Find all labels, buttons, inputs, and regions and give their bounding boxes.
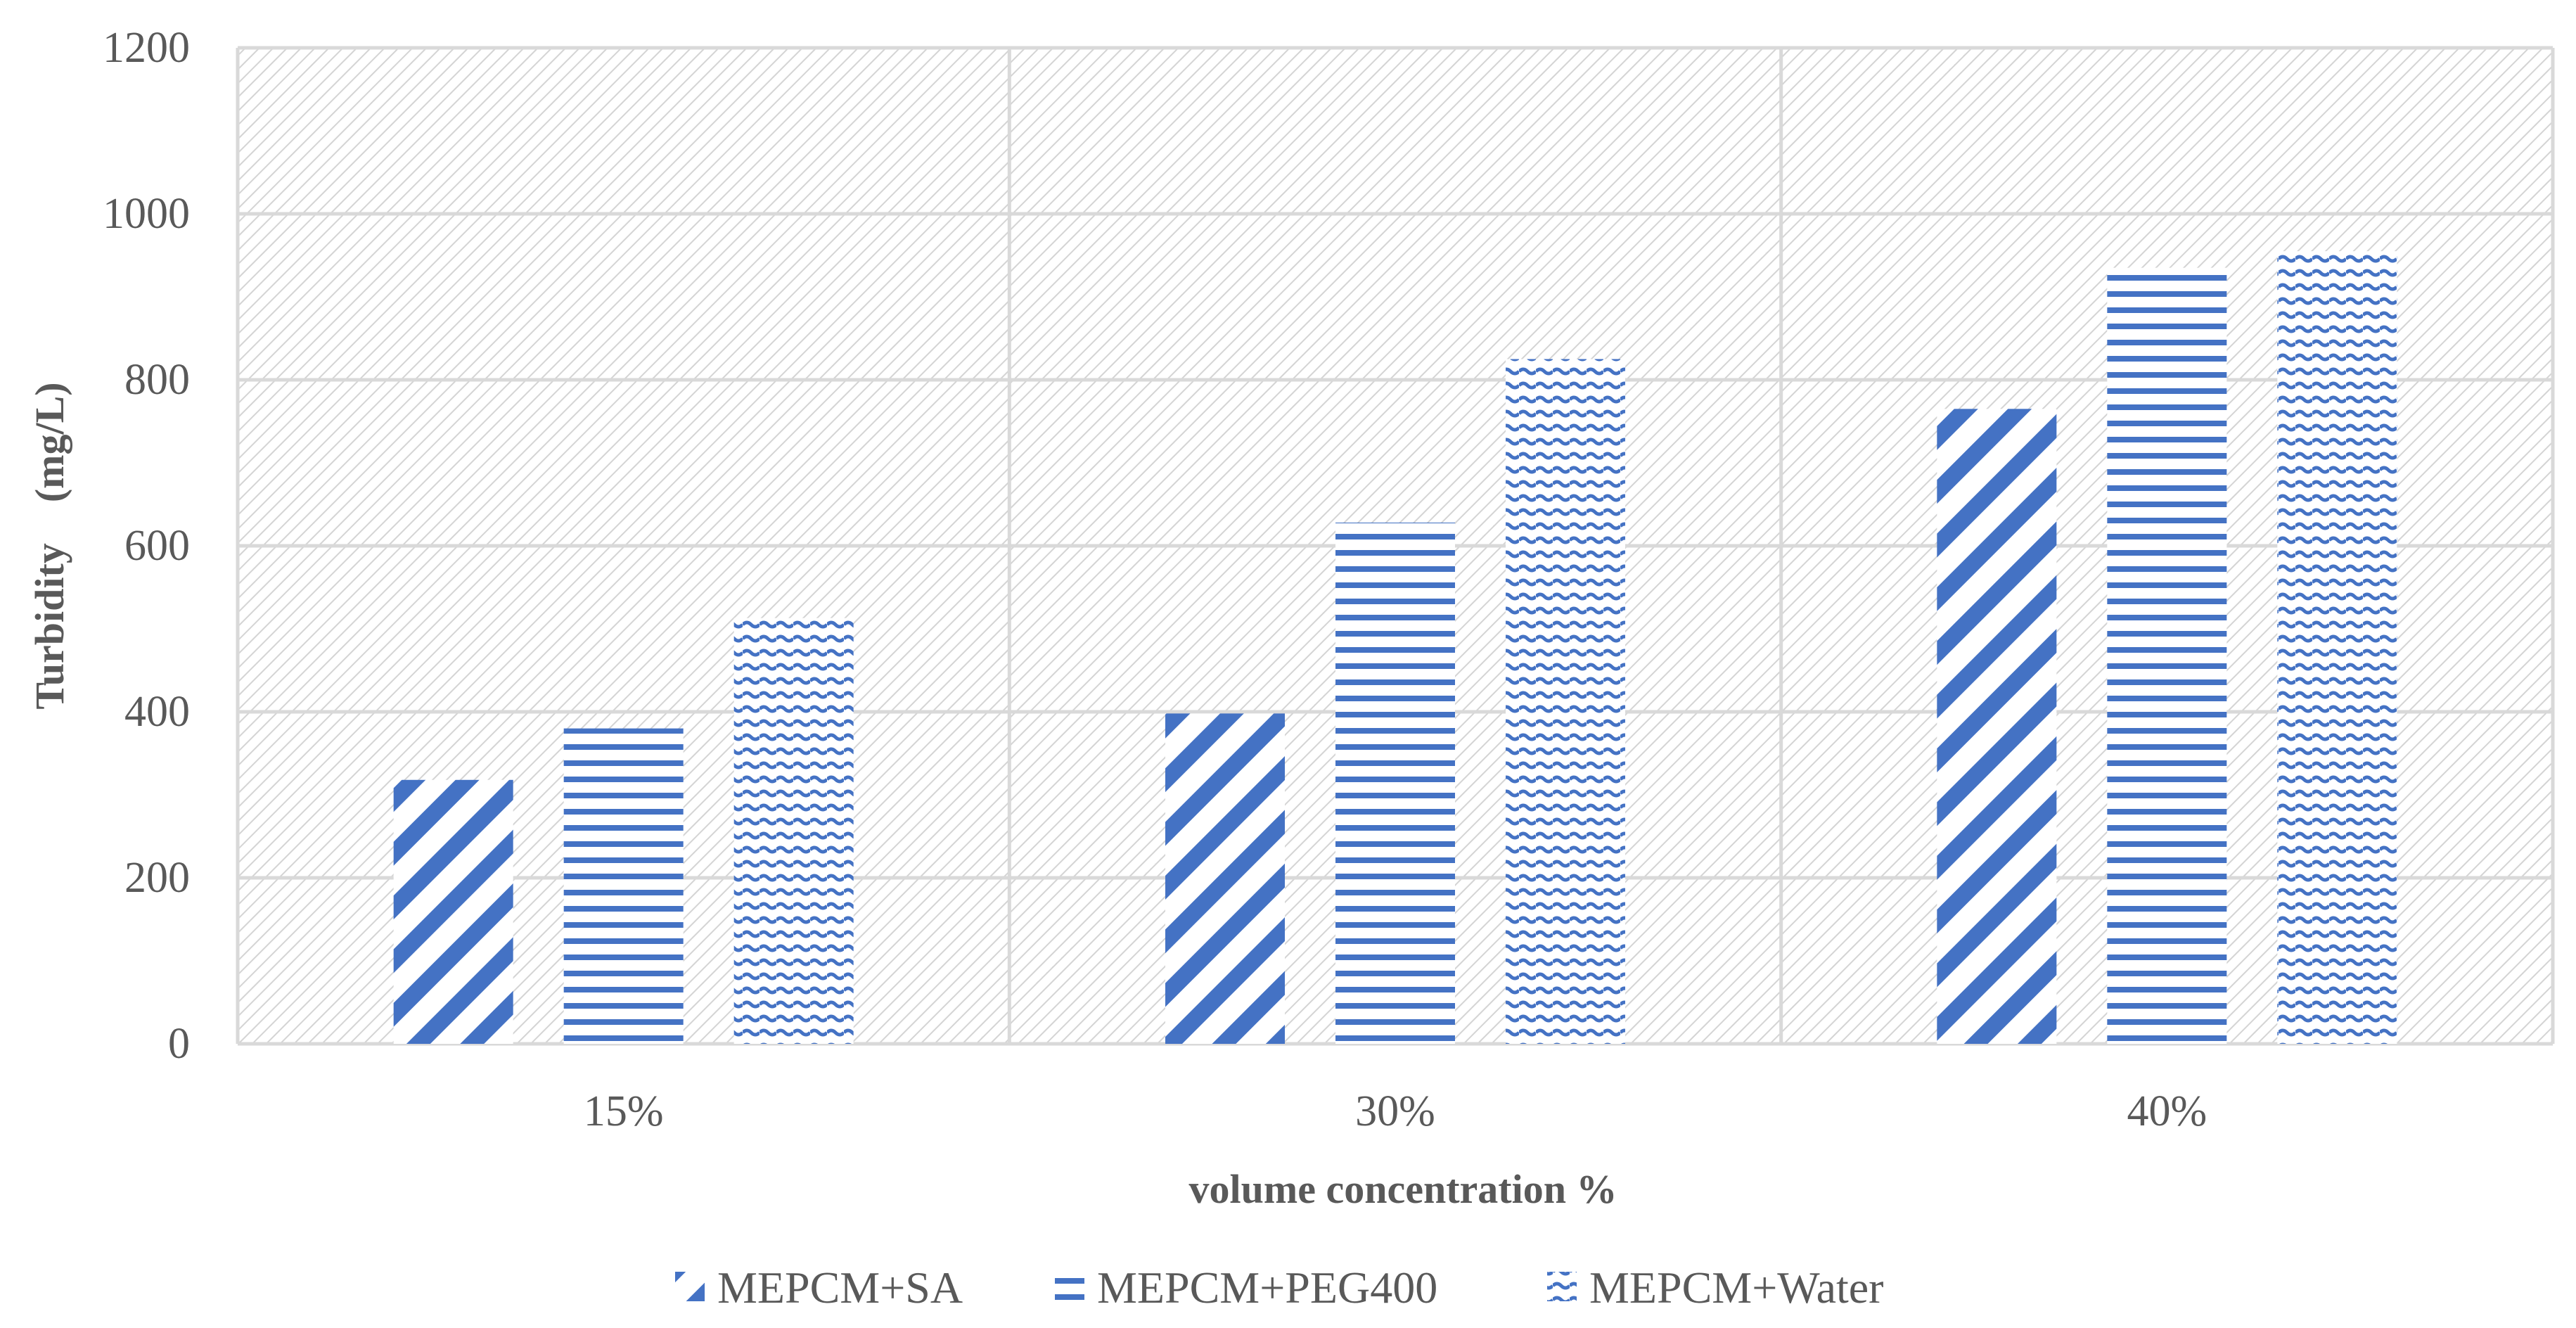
bar xyxy=(733,618,854,1044)
bar xyxy=(393,779,513,1044)
x-axis-title: volume concentration % xyxy=(1189,1166,1617,1212)
bar xyxy=(563,728,684,1044)
y-tick-label: 200 xyxy=(124,854,190,902)
y-tick-label: 400 xyxy=(124,688,190,736)
legend-swatch xyxy=(1547,1272,1577,1301)
x-axis-ticks: 15% 30% 40% xyxy=(584,1087,2207,1135)
y-tick-label: 800 xyxy=(124,356,190,404)
bar xyxy=(1335,522,1455,1044)
legend: MEPCM+SA MEPCM+PEG400 MEPCM+Water xyxy=(675,1263,1883,1313)
bars xyxy=(393,251,2397,1045)
y-tick-label: 1200 xyxy=(103,24,190,72)
bar xyxy=(2107,267,2227,1045)
bar xyxy=(1937,409,2057,1044)
bar xyxy=(1506,359,1625,1044)
x-tick-label: 15% xyxy=(584,1087,664,1135)
y-axis-ticks: 0 200 400 600 800 1000 1200 xyxy=(103,24,190,1068)
legend-label: MEPCM+Water xyxy=(1589,1263,1883,1313)
legend-label: MEPCM+SA xyxy=(717,1263,963,1313)
x-tick-label: 40% xyxy=(2127,1087,2207,1135)
y-tick-label: 1000 xyxy=(103,190,190,238)
bar xyxy=(1165,713,1285,1044)
legend-swatch xyxy=(675,1272,705,1301)
x-tick-label: 30% xyxy=(1355,1087,1435,1135)
legend-label: MEPCM+PEG400 xyxy=(1097,1263,1437,1313)
legend-swatch xyxy=(1055,1272,1084,1301)
bar xyxy=(2277,251,2397,1045)
y-tick-label: 600 xyxy=(124,522,190,570)
y-axis-title: Turbidity (mg/L) xyxy=(27,382,72,709)
y-tick-label: 0 xyxy=(168,1020,190,1068)
